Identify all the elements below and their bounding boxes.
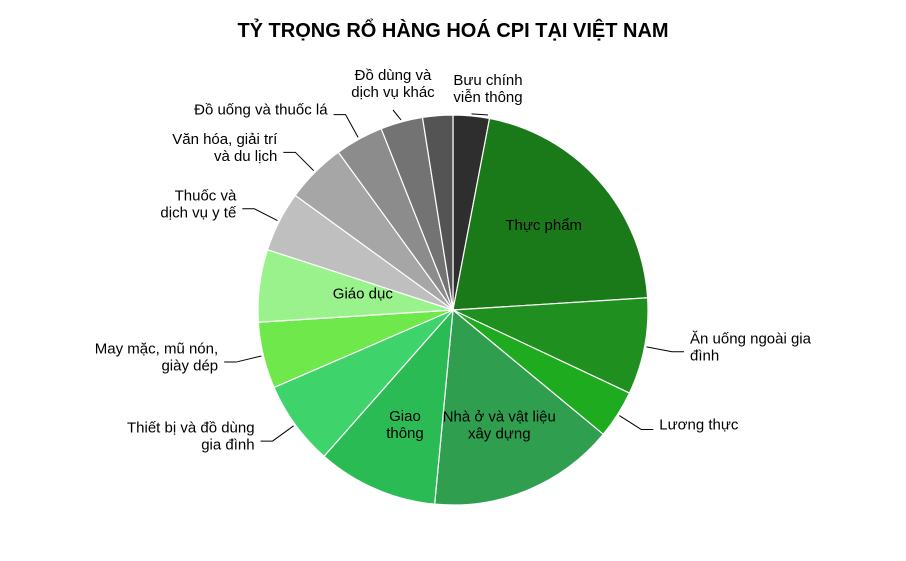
slice-label: Thiết bị và đồ dùnggia đình — [127, 420, 255, 454]
slice-label: Thuốc vàdịch vụ y tế — [160, 187, 237, 221]
slice-label: Bưu chínhviễn thông — [453, 72, 522, 106]
chart-title: TỶ TRỌNG RỔ HÀNG HOÁ CPI TẠI VIỆT NAM — [0, 20, 906, 43]
slice-label: Đồ uống và thuốc lá — [194, 102, 328, 119]
slice-label: Văn hóa, giải trívà du lịch — [172, 131, 278, 165]
slice-label: Lương thực — [659, 416, 739, 433]
leader-line — [393, 110, 401, 120]
leader-line — [283, 152, 313, 170]
slice-label: Ăn uống ngoài giađình — [690, 330, 812, 364]
leader-line — [224, 356, 261, 362]
leader-line — [261, 426, 294, 441]
slice-label: Giaothông — [386, 408, 424, 442]
slice-label: Thực phẩm — [505, 217, 582, 234]
slice-label: Đồ dùng vàdịch vụ khác — [351, 67, 435, 101]
leader-line — [472, 114, 488, 115]
leader-line — [242, 209, 277, 221]
slice-label: Giáo dục — [333, 286, 394, 303]
pie-chart: Bưu chínhviễn thông Thực phẩm Ăn uống ngoà… — [0, 0, 906, 561]
slice-label: May mặc, mũ nón,giày dép — [95, 341, 218, 375]
leader-line — [619, 416, 653, 430]
leader-line — [647, 347, 685, 352]
leader-line — [334, 115, 359, 138]
